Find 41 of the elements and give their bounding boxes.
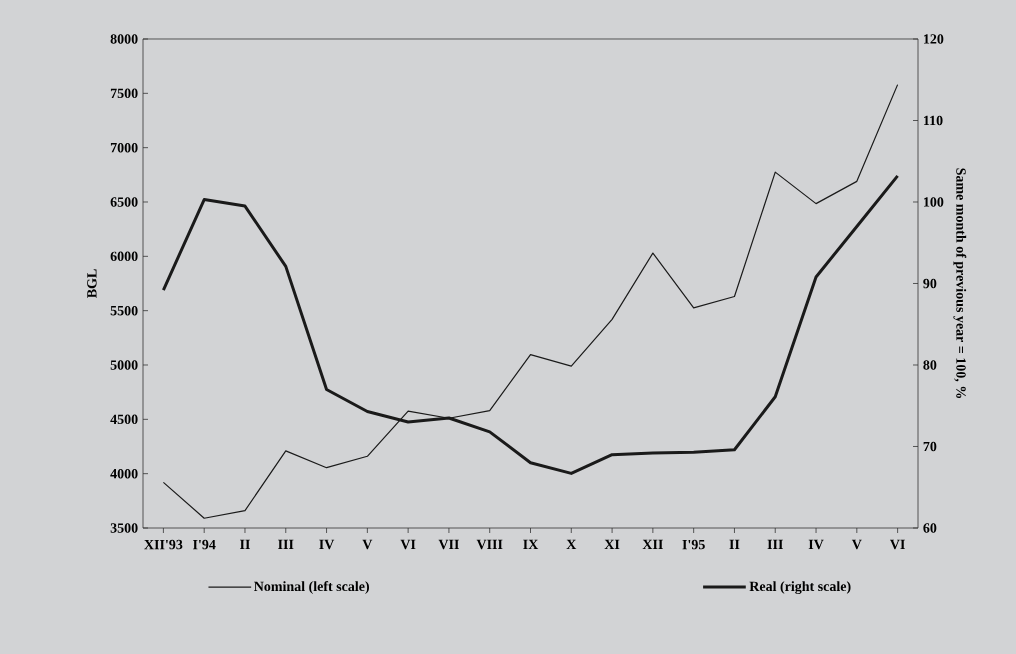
x-tick-label: VI: [889, 539, 905, 550]
x-tick-label: XII'93: [144, 539, 183, 550]
y2-tick-label: 100: [924, 197, 944, 207]
line-series: [162, 84, 899, 519]
y-tick-label: 3500: [110, 523, 138, 533]
y-axis-title: BGL: [87, 269, 97, 299]
y2-tick-label: 120: [924, 34, 944, 44]
legend-label: Nominal (left scale): [254, 581, 369, 594]
x-tick-label: I'95: [682, 539, 705, 550]
y-tick-label: 7000: [110, 142, 138, 153]
y2-tick-label: 110: [924, 115, 943, 126]
y2-tick-label: 70: [923, 441, 937, 452]
y2-axis-title: Same month of previous year = 100, %: [953, 168, 967, 399]
y-tick-label: 5500: [110, 305, 138, 316]
y-tick-label: 6000: [110, 251, 138, 262]
y2-tick-label: 90: [923, 278, 937, 289]
y-tick-label: 5000: [110, 360, 138, 370]
x-tick-label: III: [278, 539, 294, 550]
y-tick-label: 4000: [110, 468, 138, 479]
x-tick-label: I'94: [192, 539, 216, 550]
x-tick-label: II: [240, 539, 250, 550]
x-tick-label: IV: [808, 539, 824, 550]
y2-tick-label: 60: [923, 523, 937, 533]
x-tick-label: IX: [523, 539, 539, 550]
x-tick-label: II: [729, 539, 740, 550]
y2-tick-label: 80: [923, 360, 937, 370]
x-tick-label: XI: [604, 539, 620, 550]
x-tick-label: IV: [319, 539, 335, 550]
legend-label: Real (right scale): [749, 581, 851, 594]
x-tick-label: VII: [438, 539, 459, 550]
x-tick-label: VIII: [476, 539, 503, 550]
x-tick-label: XII: [642, 539, 663, 550]
x-tick-label: V: [362, 539, 373, 550]
x-tick-label: VI: [400, 539, 416, 550]
y-tick-label: 4500: [110, 414, 138, 425]
y-tick-label: 6500: [110, 197, 138, 207]
y-tick-label: 8000: [110, 34, 138, 44]
x-tick-label: X: [566, 539, 577, 550]
y-tick-label: 7500: [110, 88, 138, 99]
x-tick-label: III: [767, 539, 783, 550]
x-tick-label: V: [851, 539, 862, 550]
